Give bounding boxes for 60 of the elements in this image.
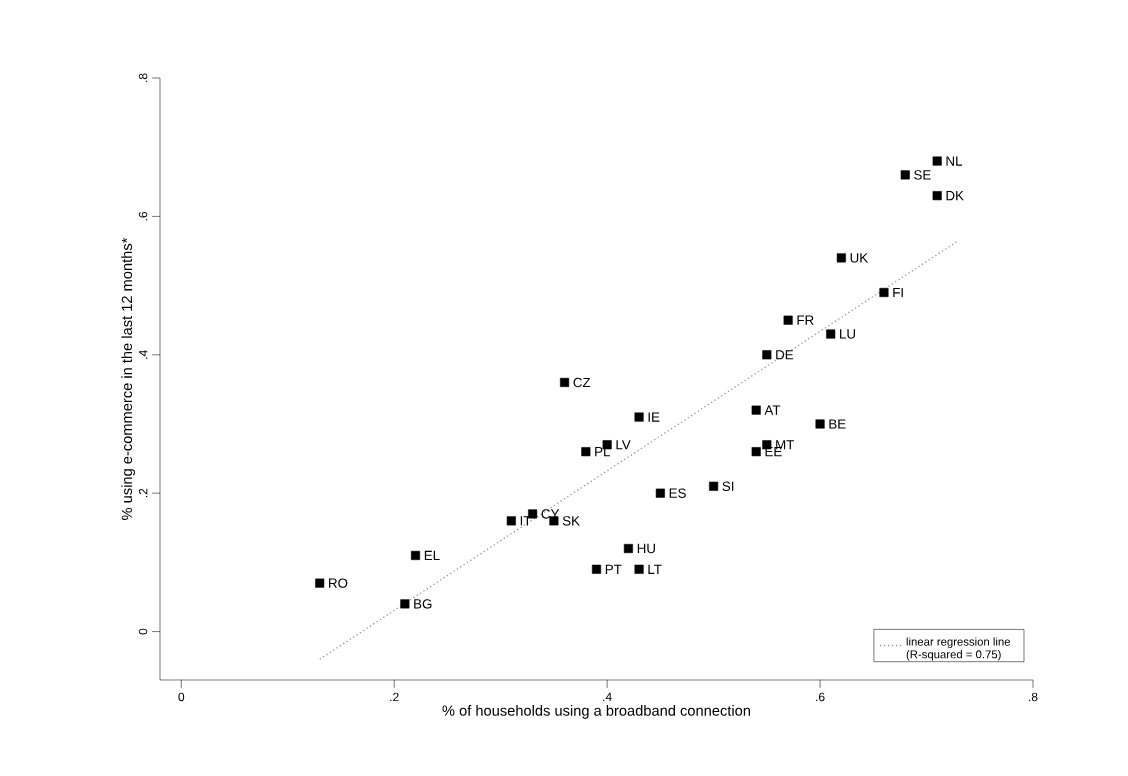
- point: [751, 405, 761, 415]
- y-tick-label: .8: [138, 73, 148, 82]
- annotation: BG: [414, 599, 432, 609]
- point: [623, 543, 633, 554]
- point: [528, 509, 538, 519]
- legend-label: linear regression line (R-squared = 0.75): [906, 637, 1011, 661]
- annotation: NL: [946, 156, 963, 166]
- y-tick-label: .6: [138, 211, 148, 221]
- point: [932, 156, 942, 166]
- y-tick-label: .4: [139, 350, 148, 359]
- annotation: DK: [946, 191, 964, 201]
- annotation: BE: [829, 419, 846, 429]
- point: [560, 377, 570, 387]
- annotation: FR: [797, 315, 814, 325]
- point: [815, 419, 825, 429]
- point: [634, 412, 644, 422]
- x-tick-label: .6: [816, 692, 825, 702]
- point: [591, 564, 602, 574]
- point: [836, 253, 846, 263]
- point: [900, 170, 910, 180]
- annotation: DE: [776, 350, 794, 360]
- annotation: EL: [424, 550, 440, 561]
- annotation: HU: [637, 543, 655, 554]
- annotation: SI: [722, 481, 734, 491]
- point: [751, 447, 761, 457]
- point: [581, 447, 591, 457]
- annotation: LT: [648, 564, 662, 574]
- point: [410, 550, 421, 560]
- annotation: IE: [648, 412, 660, 422]
- annotation: CZ: [573, 377, 591, 388]
- annotation: CY: [541, 509, 560, 519]
- point: [400, 599, 410, 609]
- annotation: SE: [914, 170, 931, 180]
- annotation: UK: [850, 253, 868, 263]
- y-axis-title: % using e-commerce in the last 12 months*: [121, 237, 135, 520]
- annotation: LV: [616, 440, 631, 450]
- y-tick-label: 0: [138, 628, 148, 635]
- annotation: FI: [893, 287, 903, 298]
- x-tick-label: .4: [603, 692, 612, 701]
- x-axis-title: % of households using a broadband connection: [442, 705, 750, 719]
- point: [506, 516, 516, 526]
- point: [709, 481, 719, 491]
- point: [315, 578, 325, 588]
- point: [762, 350, 772, 360]
- x-tick-label: 0: [178, 692, 185, 702]
- annotation: RO: [329, 578, 348, 588]
- annotation: PT: [605, 564, 622, 574]
- annotation: SK: [562, 516, 580, 526]
- annotation: LU: [840, 329, 856, 339]
- x-tick-label: .8: [1029, 692, 1038, 702]
- point: [826, 329, 836, 339]
- point: [634, 564, 644, 574]
- point: [932, 191, 942, 201]
- y-tick-label: .2: [138, 488, 148, 498]
- point: [655, 488, 665, 498]
- x-tick-label: .2: [390, 692, 399, 702]
- point: [879, 287, 889, 298]
- annotation: AT: [764, 405, 781, 415]
- point: [783, 315, 793, 325]
- annotation: ES: [669, 488, 686, 498]
